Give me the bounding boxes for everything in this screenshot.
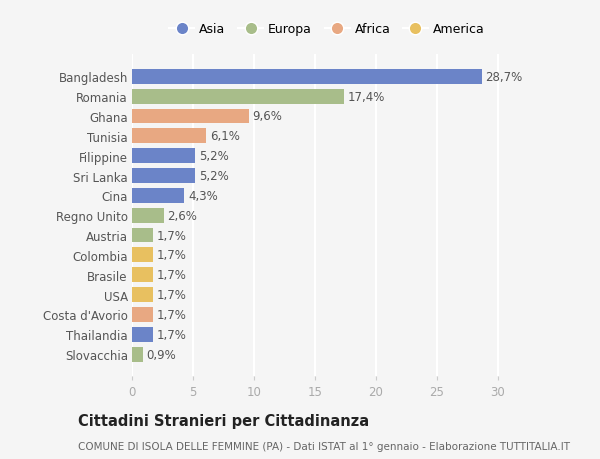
Bar: [132, 169, 196, 184]
Text: 9,6%: 9,6%: [253, 110, 283, 123]
Legend: Asia, Europa, Africa, America: Asia, Europa, Africa, America: [166, 20, 488, 40]
Text: Cittadini Stranieri per Cittadinanza: Cittadini Stranieri per Cittadinanza: [78, 413, 369, 428]
Bar: [132, 347, 143, 362]
Bar: [132, 90, 344, 104]
Text: 17,4%: 17,4%: [348, 90, 385, 103]
Bar: [132, 208, 164, 223]
Text: 6,1%: 6,1%: [210, 130, 240, 143]
Text: 1,7%: 1,7%: [157, 229, 186, 242]
Bar: [132, 189, 184, 203]
Bar: [132, 248, 153, 263]
Text: 1,7%: 1,7%: [157, 269, 186, 282]
Bar: [132, 268, 153, 283]
Text: 28,7%: 28,7%: [485, 71, 523, 84]
Text: 0,9%: 0,9%: [146, 348, 176, 361]
Bar: [132, 109, 249, 124]
Bar: [132, 228, 153, 243]
Text: 5,2%: 5,2%: [199, 150, 229, 163]
Bar: [132, 70, 482, 84]
Bar: [132, 287, 153, 302]
Text: 5,2%: 5,2%: [199, 170, 229, 183]
Text: 1,7%: 1,7%: [157, 249, 186, 262]
Text: 4,3%: 4,3%: [188, 190, 218, 202]
Bar: [132, 129, 206, 144]
Text: 1,7%: 1,7%: [157, 328, 186, 341]
Text: 2,6%: 2,6%: [167, 209, 197, 222]
Text: 1,7%: 1,7%: [157, 308, 186, 321]
Bar: [132, 149, 196, 164]
Bar: [132, 327, 153, 342]
Text: 1,7%: 1,7%: [157, 288, 186, 302]
Text: COMUNE DI ISOLA DELLE FEMMINE (PA) - Dati ISTAT al 1° gennaio - Elaborazione TUT: COMUNE DI ISOLA DELLE FEMMINE (PA) - Dat…: [78, 441, 570, 451]
Bar: [132, 308, 153, 322]
